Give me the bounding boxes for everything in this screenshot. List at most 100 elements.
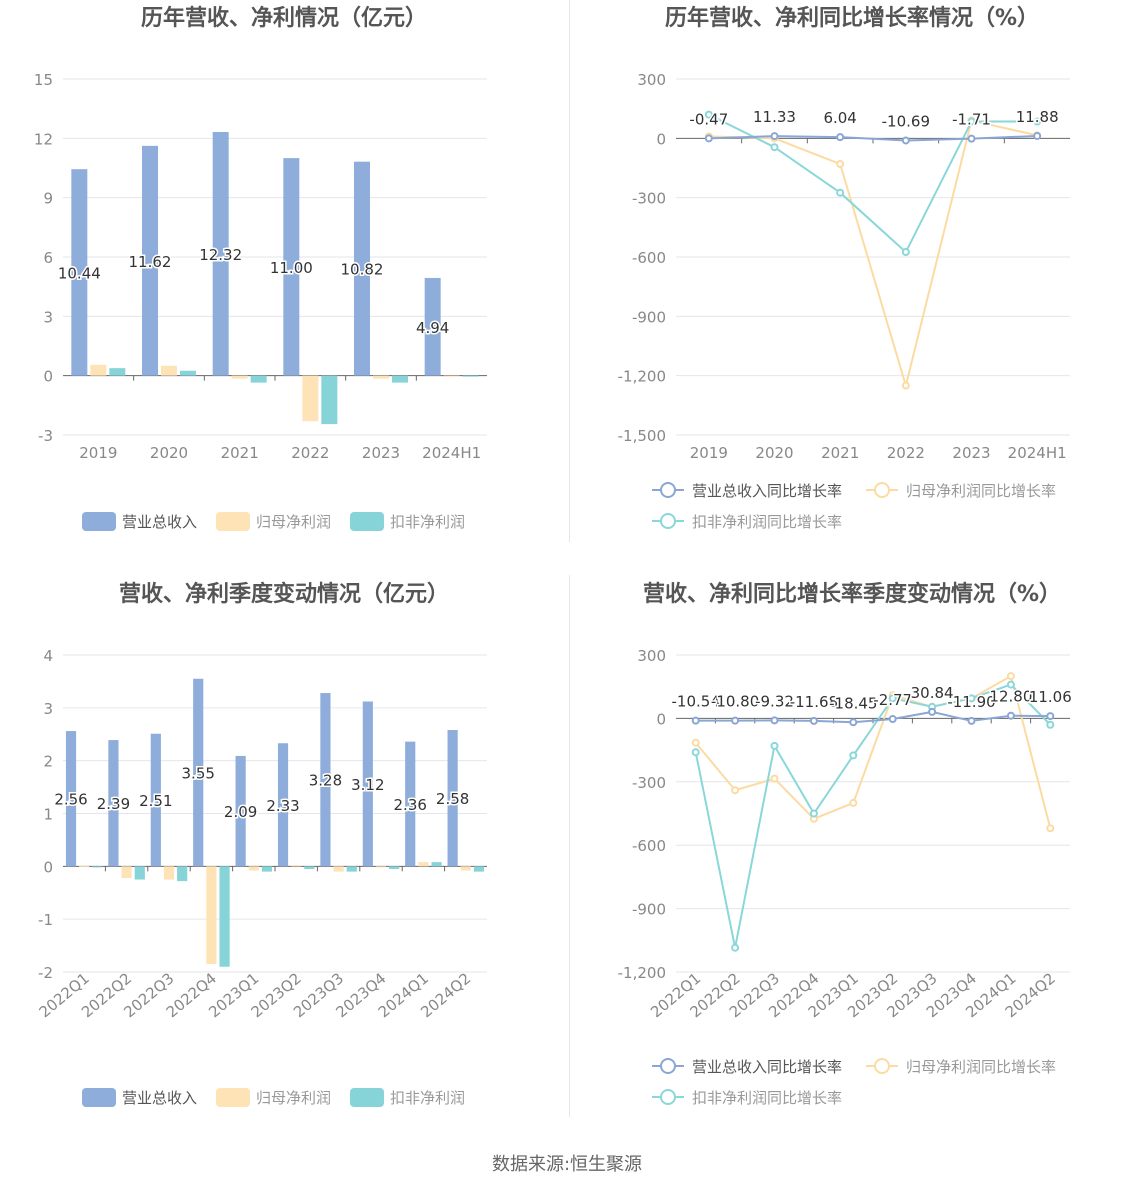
series-point xyxy=(704,110,713,119)
series-point xyxy=(849,798,858,807)
data-label: 3.12 xyxy=(351,776,384,794)
y-tick-label: -300 xyxy=(632,190,666,208)
series-point xyxy=(770,774,779,783)
bar-revenue xyxy=(405,741,416,867)
series-point xyxy=(849,718,858,727)
bar-deducted-profit xyxy=(92,866,103,868)
y-tick-label: 0 xyxy=(43,858,53,876)
legend-item: 归母净利润 xyxy=(216,512,331,531)
y-tick-label: 6 xyxy=(43,249,53,267)
y-tick-label: -900 xyxy=(632,308,666,326)
legend-item: 扣非净利润同比增长率 xyxy=(652,513,842,531)
annual-growth-rate-chart: 历年营收、净利同比增长率情况（%） -1,500 -1,200 -900 -600 -30… xyxy=(570,0,1134,545)
bar-deducted-profit xyxy=(219,866,230,967)
legend-marker xyxy=(874,482,890,498)
bar-net-profit xyxy=(163,866,175,880)
data-source-label: 数据来源: xyxy=(491,1154,571,1175)
data-label: 12.32 xyxy=(199,246,242,264)
chart-svg: 营收、净利季度变动情况（亿元）-2-1012342022Q12022Q22022… xyxy=(36,581,487,1107)
data-label: -10.69 xyxy=(882,112,930,130)
legend-marker xyxy=(660,1058,676,1074)
bar-deducted-profit xyxy=(321,375,338,425)
data-label: 2.39 xyxy=(97,795,130,813)
data-label: 3.28 xyxy=(309,772,342,790)
data-label: 10.82 xyxy=(341,261,384,279)
bar-revenue xyxy=(71,169,88,376)
y-tick-label: 15 xyxy=(34,71,53,89)
data-label: -1.71 xyxy=(952,111,991,129)
series-point xyxy=(731,943,740,952)
legend-item: 归母净利润 xyxy=(216,1088,331,1107)
bar-revenue xyxy=(108,740,119,867)
bar-net-profit xyxy=(291,865,302,867)
series-point xyxy=(1006,672,1015,681)
data-label: 11.00 xyxy=(270,259,313,277)
legend-swatch xyxy=(216,1088,250,1107)
series-point xyxy=(836,188,845,197)
series-point xyxy=(836,133,845,142)
data-label: 11.62 xyxy=(129,253,172,271)
y-tick-label: 0 xyxy=(656,130,666,148)
y-tick-label: 2 xyxy=(43,753,53,771)
series-line-revenue xyxy=(708,134,1038,142)
bar-revenue xyxy=(362,701,373,867)
legend-item: 扣非净利润同比增长率 xyxy=(652,1089,842,1107)
bar-revenue xyxy=(142,145,158,376)
bar-revenue xyxy=(283,158,300,376)
y-tick-label: 3 xyxy=(43,700,53,718)
legend-label: 营业总收入 xyxy=(122,513,197,531)
bar-revenue xyxy=(277,743,289,867)
legend-swatch xyxy=(82,512,116,531)
y-tick-label: -1,500 xyxy=(618,427,666,445)
legend-label: 营业总收入同比增长率 xyxy=(692,1058,842,1076)
legend-label: 营业总收入 xyxy=(122,1089,197,1107)
series-point xyxy=(836,160,845,169)
data-label: 2.36 xyxy=(394,796,427,814)
series-point xyxy=(809,716,818,725)
bar-deducted-profit xyxy=(431,862,442,867)
data-label: 4.94 xyxy=(416,319,449,337)
data-label: -10.54 xyxy=(672,693,720,711)
legend-marker xyxy=(660,513,676,529)
legend-label: 营业总收入同比增长率 xyxy=(692,482,842,500)
legend-item: 归母净利润同比增长率 xyxy=(866,1058,1056,1076)
data-label: 11.33 xyxy=(753,108,796,126)
legend-marker xyxy=(660,482,676,498)
y-tick-label: -1,200 xyxy=(618,368,666,386)
series-point xyxy=(770,716,779,725)
legend-swatch xyxy=(82,1088,116,1107)
bar-revenue xyxy=(193,678,204,867)
data-label: 2.51 xyxy=(139,792,172,810)
chart-svg: 历年营收、净利情况（亿元） -3 0 3 6 9 12 15 2019 2020 2021 2022 2… xyxy=(34,5,487,531)
chart-svg: 历年营收、净利同比增长率情况（%） -1,500 -1,200 -900 -600 -30… xyxy=(618,5,1070,531)
series-point xyxy=(770,741,779,750)
legend-label: 归母净利润同比增长率 xyxy=(906,482,1056,500)
chart-svg: 营收、净利同比增长率季度变动情况（%） -1,200 -900 -600 -300 0 30… xyxy=(618,581,1074,1107)
legend-item: 营业总收入同比增长率 xyxy=(652,1058,842,1076)
legend-swatch xyxy=(350,1088,384,1107)
legend-label: 归母净利润同比增长率 xyxy=(906,1058,1056,1076)
legend-label: 扣非净利润 xyxy=(390,1089,465,1107)
data-label: -11.90 xyxy=(947,693,995,711)
data-source-value: 恒生聚源 xyxy=(570,1154,643,1175)
legend-swatch xyxy=(216,512,250,531)
bar-deducted-profit xyxy=(304,866,315,869)
x-tick-label: 2022 xyxy=(291,444,329,462)
series-point xyxy=(770,132,779,141)
legend-item: 扣非净利润 xyxy=(350,512,465,531)
data-label: 6.04 xyxy=(823,109,856,127)
y-tick-label: 3 xyxy=(43,308,53,326)
series-point xyxy=(967,694,976,703)
series-point xyxy=(901,136,910,145)
x-tick-label: 2024H1 xyxy=(1008,444,1067,462)
bar-deducted-profit xyxy=(473,866,485,872)
bottom-divider xyxy=(569,575,570,1117)
bar-deducted-profit xyxy=(261,866,273,872)
bar-revenue xyxy=(212,132,229,376)
series-point xyxy=(1033,131,1042,140)
y-tick-label: -1 xyxy=(38,911,53,929)
legend-label: 扣非净利润同比增长率 xyxy=(692,1089,842,1107)
quarterly-growth-rate-chart: 营收、净利同比增长率季度变动情况（%） -1,200 -900 -600 -300 0 30… xyxy=(570,575,1134,1120)
bar-net-profit xyxy=(90,364,107,376)
bar-revenue xyxy=(447,730,458,867)
